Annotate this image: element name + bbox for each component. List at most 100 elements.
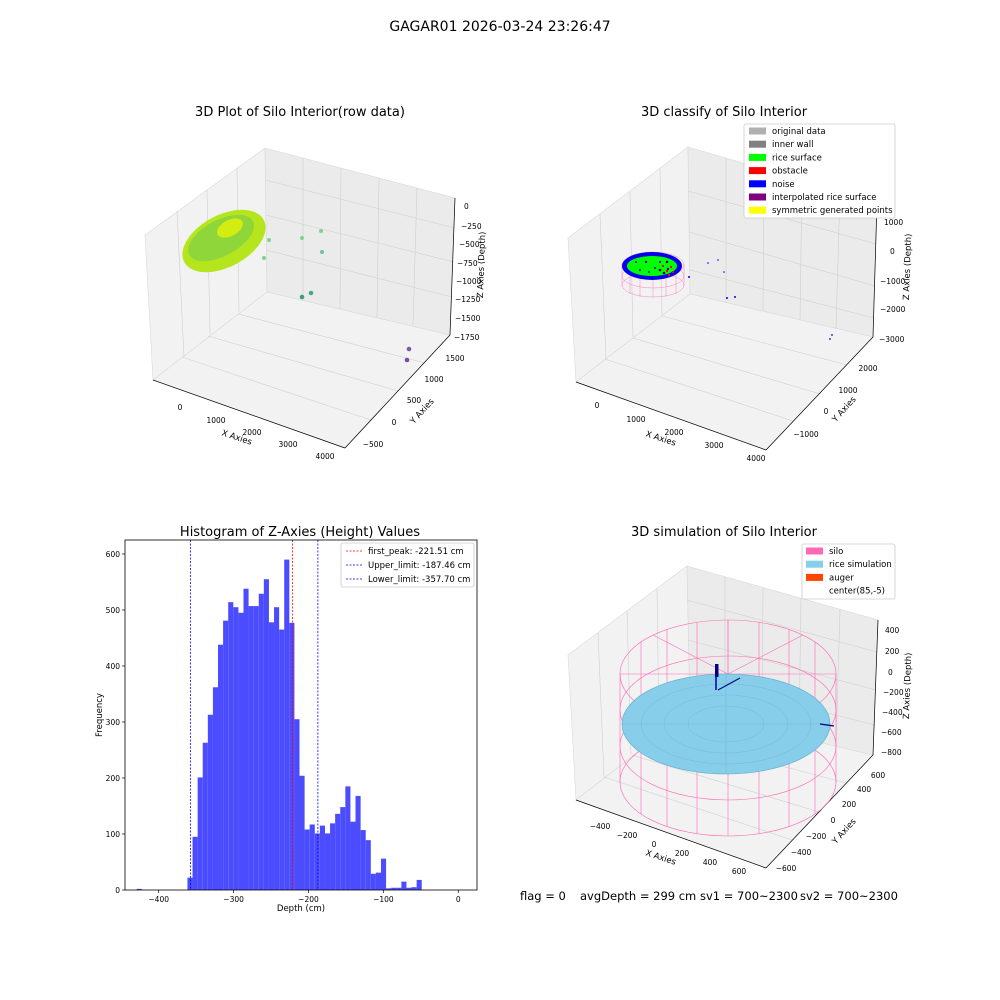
legend-swatch	[806, 573, 823, 581]
legend-label: Upper_limit: -187.46 cm	[368, 561, 471, 571]
raw-xticks: 0 1000 2000 3000 4000	[178, 403, 335, 461]
histogram-bar	[345, 786, 351, 890]
raw-ztick: −1250	[455, 295, 481, 304]
histogram-bar	[360, 830, 366, 890]
legend-swatch	[806, 587, 823, 595]
raw-zlabel: Z Axies (Depth)	[476, 231, 488, 298]
raw-ztick: −1750	[454, 333, 480, 342]
legend-swatch	[806, 560, 823, 568]
classify-legend-entry: interpolated rice surface	[749, 193, 877, 203]
histogram-ytick-label: 0	[115, 886, 120, 895]
histogram-legend-entry: first_peak: -221.51 cm	[346, 547, 464, 557]
simulation-legend: silo rice simulation auger center(85,-5)	[801, 543, 896, 600]
legend-label: interpolated rice surface	[772, 193, 877, 203]
simulation-ytick: 0	[831, 816, 836, 825]
classify-yticks: −1000 0 1000 2000	[793, 364, 877, 439]
simulation-ytick: 200	[842, 800, 857, 809]
histogram-ylabel: Frequency	[95, 693, 105, 737]
histogram-legend-entry: Upper_limit: -187.46 cm	[346, 561, 471, 571]
simulation-xtick: 200	[675, 849, 690, 858]
classify-3d-axes	[567, 146, 878, 451]
legend-label: auger	[829, 573, 854, 583]
histogram-bar	[207, 714, 213, 890]
histogram-bar	[365, 840, 371, 890]
legend-label: center(85,-5)	[829, 587, 885, 597]
simulation-rice-mesh	[622, 674, 830, 774]
histogram-ytick-label: 400	[106, 662, 121, 671]
simulation-yticks: −600 −400 −200 0 200 400 600	[776, 771, 886, 873]
simulation-ztick: 0	[888, 668, 893, 677]
histogram-xtick-label: 0	[456, 895, 461, 904]
histogram-ytick-label: 300	[106, 718, 121, 727]
histogram-xlabel: Depth (cm)	[277, 904, 325, 914]
classify-ztick: −3000	[879, 335, 905, 344]
classify-legend-box	[743, 123, 896, 219]
histogram-bar	[304, 829, 310, 890]
classify-ytick: 2000	[858, 364, 877, 373]
histogram-bar	[268, 622, 275, 890]
classify-legend-entry: noise	[749, 180, 795, 190]
simulation-ytick: −200	[806, 832, 827, 841]
classify-ylabel: Y Axies	[830, 394, 859, 425]
histogram-bar	[192, 836, 198, 890]
classify-xtick: 3000	[704, 441, 723, 450]
raw-ytick: 1500	[445, 354, 464, 363]
histogram-bar	[136, 888, 142, 890]
histogram-bar	[401, 881, 407, 890]
legend-label: noise	[772, 180, 795, 190]
histogram-bar	[294, 719, 300, 890]
panel-histogram: Histogram of Z-Axies (Height) Values −40…	[95, 525, 478, 914]
classify-ytick: −1000	[793, 430, 819, 439]
simulation-xlabel: X Axies	[644, 848, 677, 867]
histogram-bar	[309, 824, 315, 890]
classify-zlabel: Z Axies (Depth)	[902, 233, 914, 300]
figure-suptitle: GAGAR01 2026-03-24 23:26:47	[389, 19, 610, 35]
histogram-bar	[386, 888, 392, 890]
simulation-legend-box	[801, 543, 896, 600]
raw-yticks: −500 0 500 1000 1500	[363, 354, 465, 449]
legend-label: obstacle	[772, 167, 808, 177]
classify-ztick: −1000	[880, 277, 906, 286]
histogram-ytick-label: 100	[106, 830, 121, 839]
classify-xtick: 2000	[664, 428, 683, 437]
histogram-bar	[274, 607, 280, 890]
classify-xtick: 4000	[746, 454, 765, 463]
raw-3d-axes	[144, 147, 456, 449]
histogram-xtick-label: −400	[148, 895, 169, 904]
raw-ytick: 500	[407, 396, 422, 405]
simulation-ytick: −600	[776, 864, 797, 873]
histogram-bar	[299, 775, 305, 890]
simulation-ytick: −400	[791, 848, 812, 857]
simulation-xtick: −400	[590, 822, 611, 831]
classify-legend-entry: inner wall	[749, 140, 813, 150]
histogram-ytick-label: 200	[106, 774, 121, 783]
legend-label: original data	[772, 127, 826, 137]
histogram-bars	[136, 559, 422, 890]
histogram-bar	[212, 687, 219, 890]
histogram-bar	[228, 602, 234, 890]
raw-point	[319, 229, 323, 233]
simulation-xtick: 600	[732, 867, 747, 876]
classify-zticks: 1000 0 −1000 −2000 −3000	[879, 218, 906, 344]
classify-legend-entry: symmetric generated points	[749, 206, 893, 216]
classify-legend-entry: rice surface	[749, 153, 822, 163]
legend-label: silo	[829, 547, 843, 557]
raw-xtick: 4000	[315, 452, 334, 461]
simulation-ztick: 400	[885, 626, 900, 635]
histogram-bar	[330, 823, 336, 890]
histogram-bar	[233, 607, 239, 890]
simulation-auger	[715, 664, 835, 727]
status-flag: flag = 0	[520, 889, 566, 903]
legend-swatch	[749, 153, 766, 161]
raw-point-cloud	[182, 209, 412, 363]
histogram-legend-entry: Lower_limit: -357.70 cm	[346, 575, 470, 585]
classify-panel-title: 3D classify of Silo Interior	[641, 105, 808, 120]
histogram-bar	[258, 593, 264, 890]
raw-ztick: −500	[459, 240, 480, 249]
histogram-ytick-label: 500	[106, 606, 121, 615]
simulation-panel-title: 3D simulation of Silo Interior	[631, 525, 818, 540]
legend-label: symmetric generated points	[772, 206, 893, 216]
histogram-bar	[202, 742, 208, 890]
raw-ztick: −1500	[455, 314, 481, 323]
histogram-bar	[197, 777, 203, 890]
